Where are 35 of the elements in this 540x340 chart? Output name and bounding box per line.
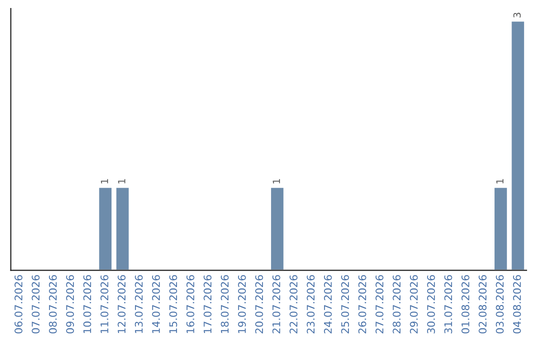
x-tick-label: 06.07.2026 (14, 275, 22, 334)
x-tick-label: 18.07.2026 (220, 275, 229, 333)
x-tick-label: 26.07.2026 (358, 275, 366, 334)
x-tick-label: 25.07.2026 (341, 275, 350, 334)
data-label: 1 (496, 179, 504, 184)
x-tick-label: 02.08.2026 (478, 275, 487, 334)
data-label: 1 (118, 179, 126, 184)
x-tick-label: 28.07.2026 (392, 275, 401, 334)
x-tick-label: 03.08.2026 (496, 275, 504, 334)
data-label: 1 (100, 179, 108, 184)
x-tick-label: 10.07.2026 (83, 275, 92, 333)
x-tick-label: 23.07.2026 (306, 275, 315, 334)
data-label: 3 (513, 12, 521, 18)
x-tick-label: 13.07.2026 (134, 275, 143, 333)
x-tick-label: 17.07.2026 (204, 275, 212, 333)
x-tick-label: 24.07.2026 (324, 275, 332, 334)
x-tick-label: 29.07.2026 (410, 275, 418, 334)
x-tick-label: 22.07.2026 (290, 275, 298, 334)
x-tick-label: 21.07.2026 (272, 275, 280, 334)
x-tick-label: 14.07.2026 (152, 275, 160, 333)
x-tick-label: 07.07.2026 (32, 275, 40, 334)
x-tick-label: 20.07.2026 (255, 275, 264, 334)
x-tick-label: 04.08.2026 (513, 275, 521, 334)
x-tick-label: 09.07.2026 (66, 275, 74, 334)
x-tick-label: 31.07.2026 (444, 275, 452, 334)
x-tick-label: 11.07.2026 (100, 275, 108, 333)
x-tick-label: 08.07.2026 (48, 275, 57, 334)
x-tick-label: 16.07.2026 (186, 275, 194, 333)
x-tick-label: 15.07.2026 (169, 275, 178, 333)
x-tick-label: 12.07.2026 (118, 275, 126, 333)
x-tick-label: 19.07.2026 (238, 275, 246, 333)
x-tick-label: 27.07.2026 (376, 275, 384, 334)
x-tick-label: 30.07.2026 (427, 275, 435, 334)
x-tick-label: 01.08.2026 (461, 275, 470, 334)
data-label: 1 (272, 179, 280, 184)
